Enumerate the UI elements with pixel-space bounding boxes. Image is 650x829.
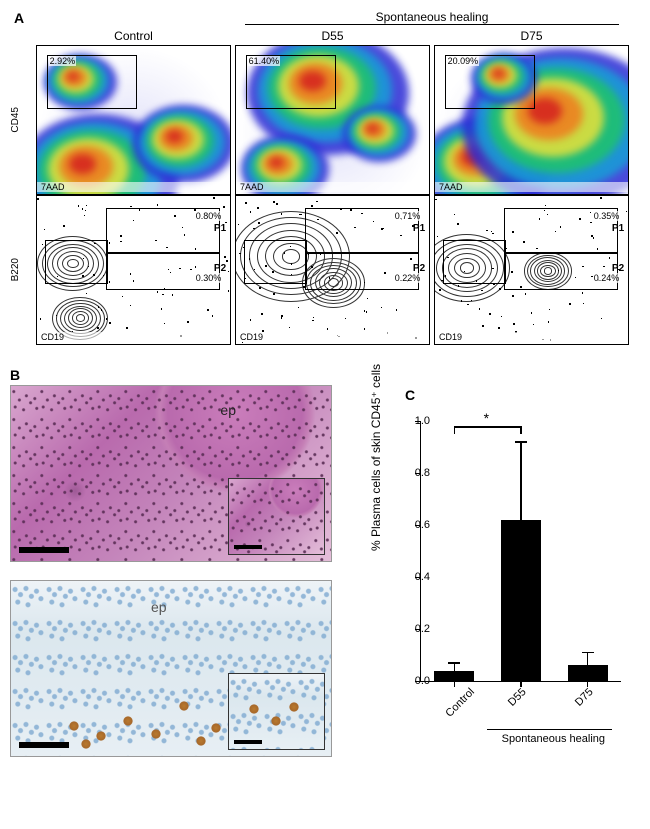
p2-label: P2 [612, 263, 624, 274]
x-tick-label: D75 [573, 686, 596, 709]
p2-percent: 0.24% [593, 273, 621, 283]
panel-a: A Spontaneous healing Control D55 D75 CD… [10, 10, 640, 356]
lower-panels: B ep ep C % Plasm [10, 371, 640, 775]
dab-positive-cell [81, 739, 91, 749]
row2-yaxis: B220 [10, 258, 32, 281]
dab-positive-cell [196, 736, 206, 746]
xaxis-cd19: CD19 [37, 332, 230, 342]
gate-percent: 20.09% [447, 56, 480, 66]
xaxis-7aad: 7AAD [435, 182, 628, 192]
p2-label: P2 [214, 263, 226, 274]
y-tick-label: 0.6 [415, 519, 430, 531]
xaxis-cd19: CD19 [236, 332, 429, 342]
y-tick-label: 0.0 [415, 675, 430, 687]
panel-c-yaxis-title: % Plasma cells of skin CD45⁺ cells [369, 364, 383, 551]
bar-chart: * [420, 421, 621, 682]
inset-he [228, 478, 325, 555]
figure: A Spontaneous healing Control D55 D75 CD… [10, 10, 640, 775]
p1-percent: 0.71% [394, 211, 422, 221]
scalebar-ihc [19, 742, 69, 748]
scalebar-he [19, 547, 69, 553]
p2-percent: 0.30% [195, 273, 223, 283]
row1-yaxis: CD45 [10, 107, 32, 133]
facs-plot-d75-cd45: 20.09% 7AAD [434, 45, 629, 195]
inset-ihc [228, 673, 325, 750]
p1-label: P1 [413, 223, 425, 234]
p2-percent: 0.22% [394, 273, 422, 283]
gate-percent: 61.40% [248, 56, 281, 66]
histology-ihc: ep [10, 580, 332, 757]
dab-positive-cell [69, 721, 79, 731]
p2-label: P2 [413, 263, 425, 274]
ep-label-ihc: ep [151, 599, 167, 615]
scalebar-ihc-inset [234, 740, 262, 744]
xaxis-7aad: 7AAD [236, 182, 429, 192]
significance-star: * [484, 410, 489, 426]
bar-d55 [501, 520, 541, 681]
facs-plot-d75-b220: 0.35% 0.24% P1 P2 CD19 [434, 195, 629, 345]
histology-he: ep [10, 385, 332, 562]
gate-side [443, 240, 507, 283]
gate-side [244, 240, 308, 283]
dab-positive-cell [96, 731, 106, 741]
spontaneous-healing-header: Spontaneous healing [245, 10, 619, 25]
ep-label-he: ep [220, 402, 236, 418]
panel-c-label: C [405, 387, 415, 403]
dab-positive-cell [151, 729, 161, 739]
panel-a-grid: Spontaneous healing Control D55 D75 CD45… [10, 10, 640, 345]
panel-c: C % Plasma cells of skin CD45⁺ cells * 0… [365, 381, 640, 761]
facs-plot-d55-cd45: 61.40% 7AAD [235, 45, 430, 195]
col-header-control: Control [36, 27, 231, 45]
p1-percent: 0.35% [593, 211, 621, 221]
p1-percent: 0.80% [195, 211, 223, 221]
panel-b: B ep ep [10, 371, 345, 775]
y-tick-label: 1.0 [415, 415, 430, 427]
scalebar-he-inset [234, 545, 262, 549]
dab-positive-cell [123, 716, 133, 726]
col-header-d55: D55 [235, 27, 430, 45]
gate-side [45, 240, 109, 283]
p1-label: P1 [612, 223, 624, 234]
x-tick-label: Control [444, 686, 478, 720]
panel-a-label: A [14, 10, 24, 26]
x-tick-label: D55 [506, 686, 529, 709]
facs-plot-d55-b220: 0.71% 0.22% P1 P2 CD19 [235, 195, 430, 345]
gate-p2 [305, 252, 419, 290]
gate-p2 [504, 252, 618, 290]
y-tick-label: 0.2 [415, 623, 430, 635]
bar-control [434, 671, 474, 681]
xaxis-cd19: CD19 [435, 332, 628, 342]
gate-p2 [106, 252, 220, 290]
col-header-d75: D75 [434, 27, 629, 45]
p1-label: P1 [214, 223, 226, 234]
xaxis-7aad: 7AAD [37, 182, 230, 192]
facs-plot-control-cd45: 2.92% 7AAD [36, 45, 231, 195]
x-group-label: Spontaneous healing [487, 733, 620, 745]
gate-percent: 2.92% [49, 56, 77, 66]
panel-b-label: B [10, 367, 20, 383]
dab-positive-cell [211, 723, 221, 733]
bar-d75 [568, 665, 608, 681]
dab-positive-cell [179, 701, 189, 711]
facs-plot-control-b220: 0.80% 0.30% P1 P2 CD19 [36, 195, 231, 345]
y-tick-label: 0.4 [415, 571, 430, 583]
y-tick-label: 0.8 [415, 467, 430, 479]
